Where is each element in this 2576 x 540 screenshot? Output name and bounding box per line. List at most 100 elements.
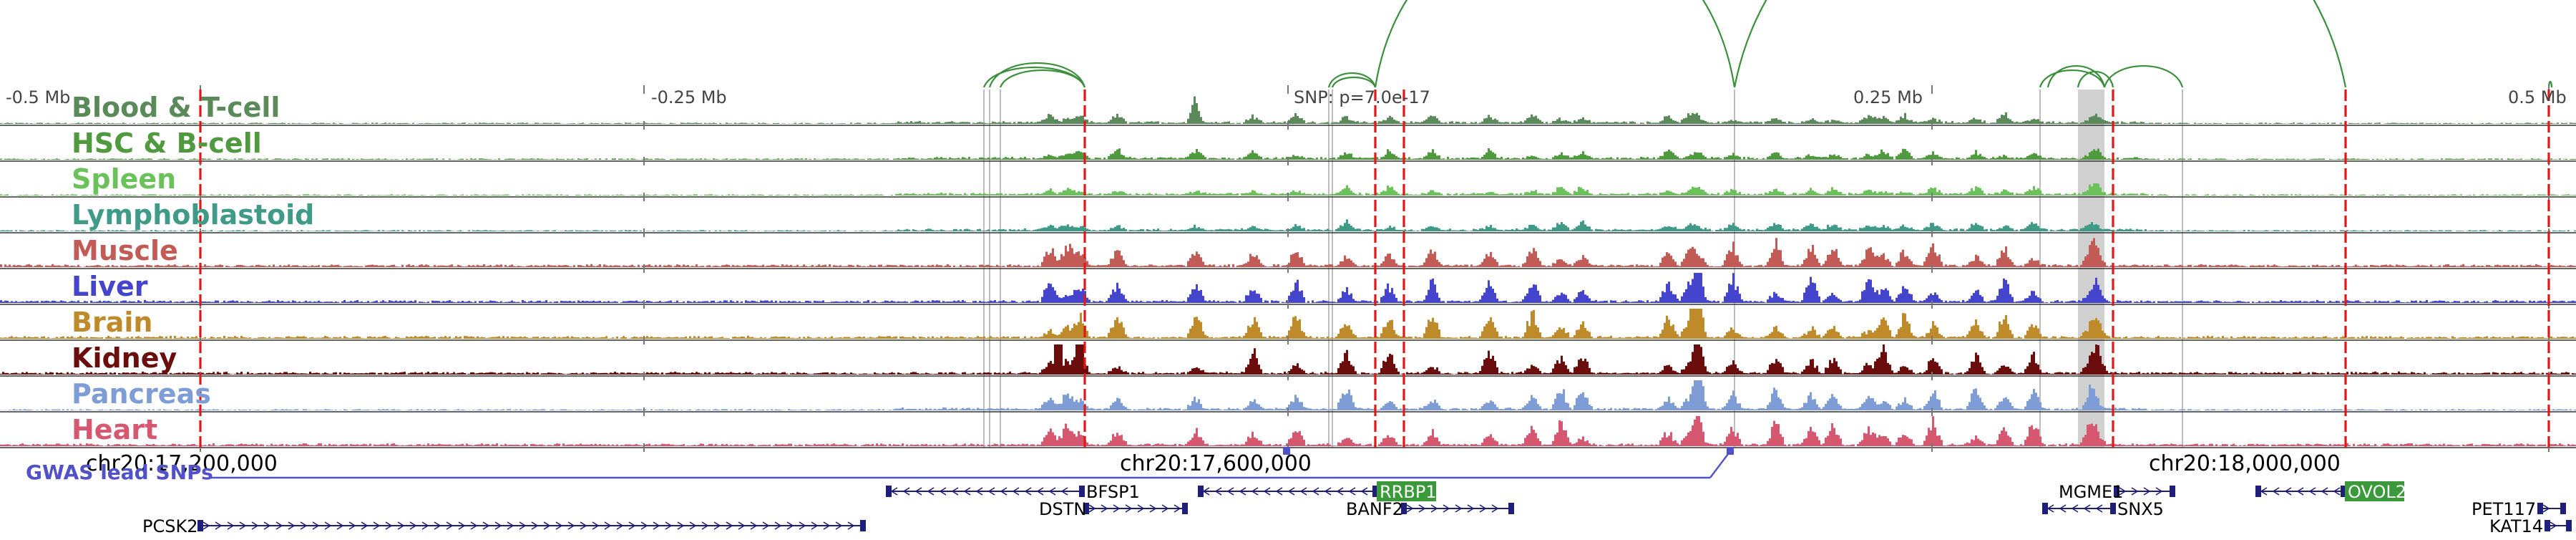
strand-arrow [640, 521, 648, 530]
exon [1079, 486, 1085, 497]
strand-arrow [1479, 504, 1487, 513]
strand-arrow [1467, 504, 1475, 513]
exon [2110, 503, 2116, 514]
gene-dstn: DSTN [1039, 499, 1188, 519]
strand-arrow [1275, 487, 1283, 496]
strand-arrow [1113, 504, 1121, 513]
strand-arrow [555, 521, 563, 530]
exon [860, 520, 866, 531]
strand-arrow [1299, 487, 1307, 496]
strand-arrow [2272, 487, 2280, 496]
strand-arrow [927, 487, 935, 496]
loop-arc [1327, 72, 1377, 88]
loop-arc [2046, 65, 2106, 88]
strand-arrow [1149, 504, 1157, 513]
exon [886, 486, 892, 497]
track-9 [0, 416, 2576, 448]
signal-area [0, 344, 2576, 375]
gene-label-highlight [2345, 481, 2404, 501]
gene-bfsp1: BFSP1 [886, 482, 1140, 502]
gwas-snp-marker [1727, 447, 1734, 455]
gene-pet117: PET117 [2472, 499, 2566, 519]
strand-arrow [494, 521, 502, 530]
scale-label: -0.5 Mb [6, 87, 70, 107]
signal-area [0, 380, 2576, 410]
strand-arrow [324, 521, 332, 530]
chromatin-loops [982, 0, 2553, 88]
strand-arrow [713, 521, 721, 530]
track-label: Blood & T-cell [72, 92, 280, 123]
gene-label: PET117 [2472, 499, 2536, 519]
strand-arrow [975, 487, 983, 496]
signal-area [0, 416, 2576, 446]
strand-arrow [1012, 487, 1020, 496]
strand-arrow [726, 521, 733, 530]
exon [1401, 503, 1407, 514]
gene-label: MGME1 [2059, 482, 2123, 502]
strand-arrow [263, 521, 271, 530]
loop-arc [2039, 69, 2106, 88]
exon [2560, 503, 2566, 514]
strand-arrow [203, 521, 210, 530]
scale-label: 0.5 Mb [2508, 87, 2567, 107]
track-labels: Blood & T-cell HSC & B-cell Spleen Lymphobl… [72, 92, 314, 445]
gene-ovol2: OVOL2 [2255, 481, 2406, 502]
strand-arrow [300, 521, 308, 530]
strand-arrow [1406, 504, 1414, 513]
credible-snp-lines [199, 90, 2550, 448]
scale-label: -0.25 Mb [651, 87, 727, 107]
strand-arrow [1430, 504, 1438, 513]
gene-rrbp1: RRBP1 [1198, 481, 1437, 502]
strand-arrow [914, 487, 922, 496]
strand-arrow [421, 521, 429, 530]
exon [2042, 503, 2048, 514]
strand-arrow [762, 521, 770, 530]
exon [197, 520, 203, 531]
strand-arrow [434, 521, 441, 530]
strand-arrow [689, 521, 697, 530]
gene-label: BANF2 [1346, 499, 1403, 519]
strand-arrow [373, 521, 381, 530]
strand-arrow [2550, 521, 2557, 530]
exon [2537, 503, 2543, 514]
loop-arc [999, 69, 1086, 88]
gene-kat14: KAT14 [2489, 516, 2572, 536]
strand-arrow [1312, 487, 1319, 496]
strand-arrow [628, 521, 636, 530]
strand-arrow [2083, 504, 2091, 513]
strand-arrow [1251, 487, 1259, 496]
gene-mgme1: MGME1 [2059, 482, 2175, 502]
strand-arrow [1060, 487, 1068, 496]
strand-arrow [1491, 504, 1499, 513]
strand-arrow [1036, 487, 1044, 496]
signal-area [0, 183, 2576, 196]
strand-arrow [1263, 487, 1271, 496]
strand-arrow [385, 521, 393, 530]
strand-arrow [774, 521, 782, 530]
strand-arrow [592, 521, 600, 530]
strand-arrow [446, 521, 454, 530]
strand-arrow [653, 521, 660, 530]
gwas-label: GWAS lead SNPs [26, 461, 213, 484]
exon [2255, 486, 2261, 497]
strand-arrow [2321, 487, 2328, 496]
strand-arrow [616, 521, 624, 530]
strand-arrow [1137, 504, 1145, 513]
strand-arrow [902, 487, 910, 496]
strand-arrow [227, 521, 235, 530]
coordinate-label: chr20:17,200,000 [86, 451, 278, 476]
coordinate-label: chr20:17,600,000 [1120, 451, 1312, 476]
track-label: Pancreas [72, 378, 211, 410]
strand-arrow [1348, 487, 1356, 496]
strand-arrow [2308, 487, 2316, 496]
strand-arrow [604, 521, 612, 530]
strand-arrow [2131, 487, 2139, 496]
track-label: Kidney [72, 342, 177, 374]
loop-arc [1331, 76, 1377, 88]
strand-arrow [336, 521, 344, 530]
strand-arrow [951, 487, 959, 496]
scale-label: 0.25 Mb [1853, 87, 1923, 107]
exon [2341, 486, 2346, 497]
strand-arrow [2059, 504, 2067, 513]
